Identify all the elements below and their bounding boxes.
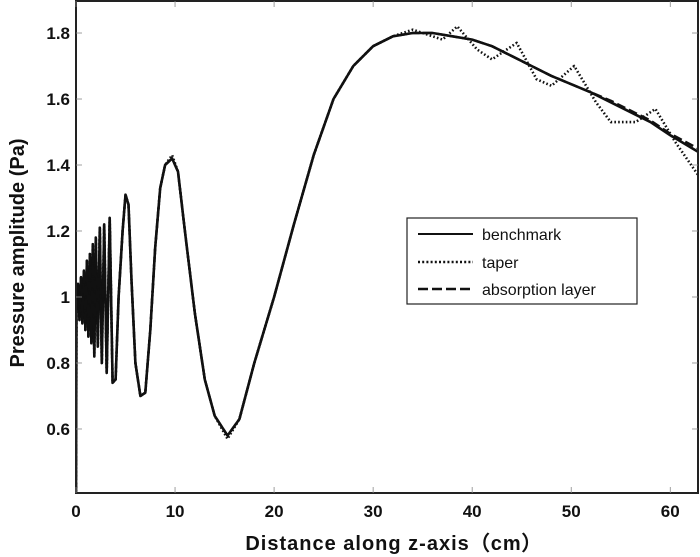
y-tick-label: 1 (61, 288, 70, 307)
y-tick-label: 0.8 (46, 354, 70, 373)
legend-label-taper: taper (482, 255, 519, 272)
y-axis-title: Pressure amplitude (Pa) (7, 139, 29, 368)
plot-frame (75, 0, 699, 494)
y-tick-label: 1.2 (46, 222, 70, 241)
legend: benchmark taper absorption layer (406, 217, 638, 305)
y-tick-label: 1.4 (46, 156, 70, 175)
x-tick-label: 30 (364, 502, 383, 521)
x-tick-label: 50 (562, 502, 581, 521)
axis-ticks (75, 1, 698, 493)
y-tick-label: 1.8 (46, 24, 70, 43)
x-tick-label: 40 (463, 502, 482, 521)
legend-label-absorption-layer: absorption layer (482, 282, 597, 299)
legend-label-benchmark: benchmark (482, 227, 562, 244)
y-tick-label: 0.6 (46, 420, 70, 439)
axis-tick-labels: 0 10 20 30 40 50 60 0.6 0.8 1 1.2 1.4 1.6 1.8 (46, 24, 679, 521)
series-absorption-layer (76, 31, 698, 492)
y-tick-label: 1.6 (46, 90, 70, 109)
series-layer (76, 25, 698, 492)
legend-box (406, 217, 638, 305)
x-tick-label: 0 (71, 502, 80, 521)
x-axis-title: Distance along z-axis（cm） (245, 532, 542, 555)
x-tick-label: 60 (661, 502, 680, 521)
x-tick-label: 10 (166, 502, 185, 521)
x-tick-label: 20 (265, 502, 284, 521)
